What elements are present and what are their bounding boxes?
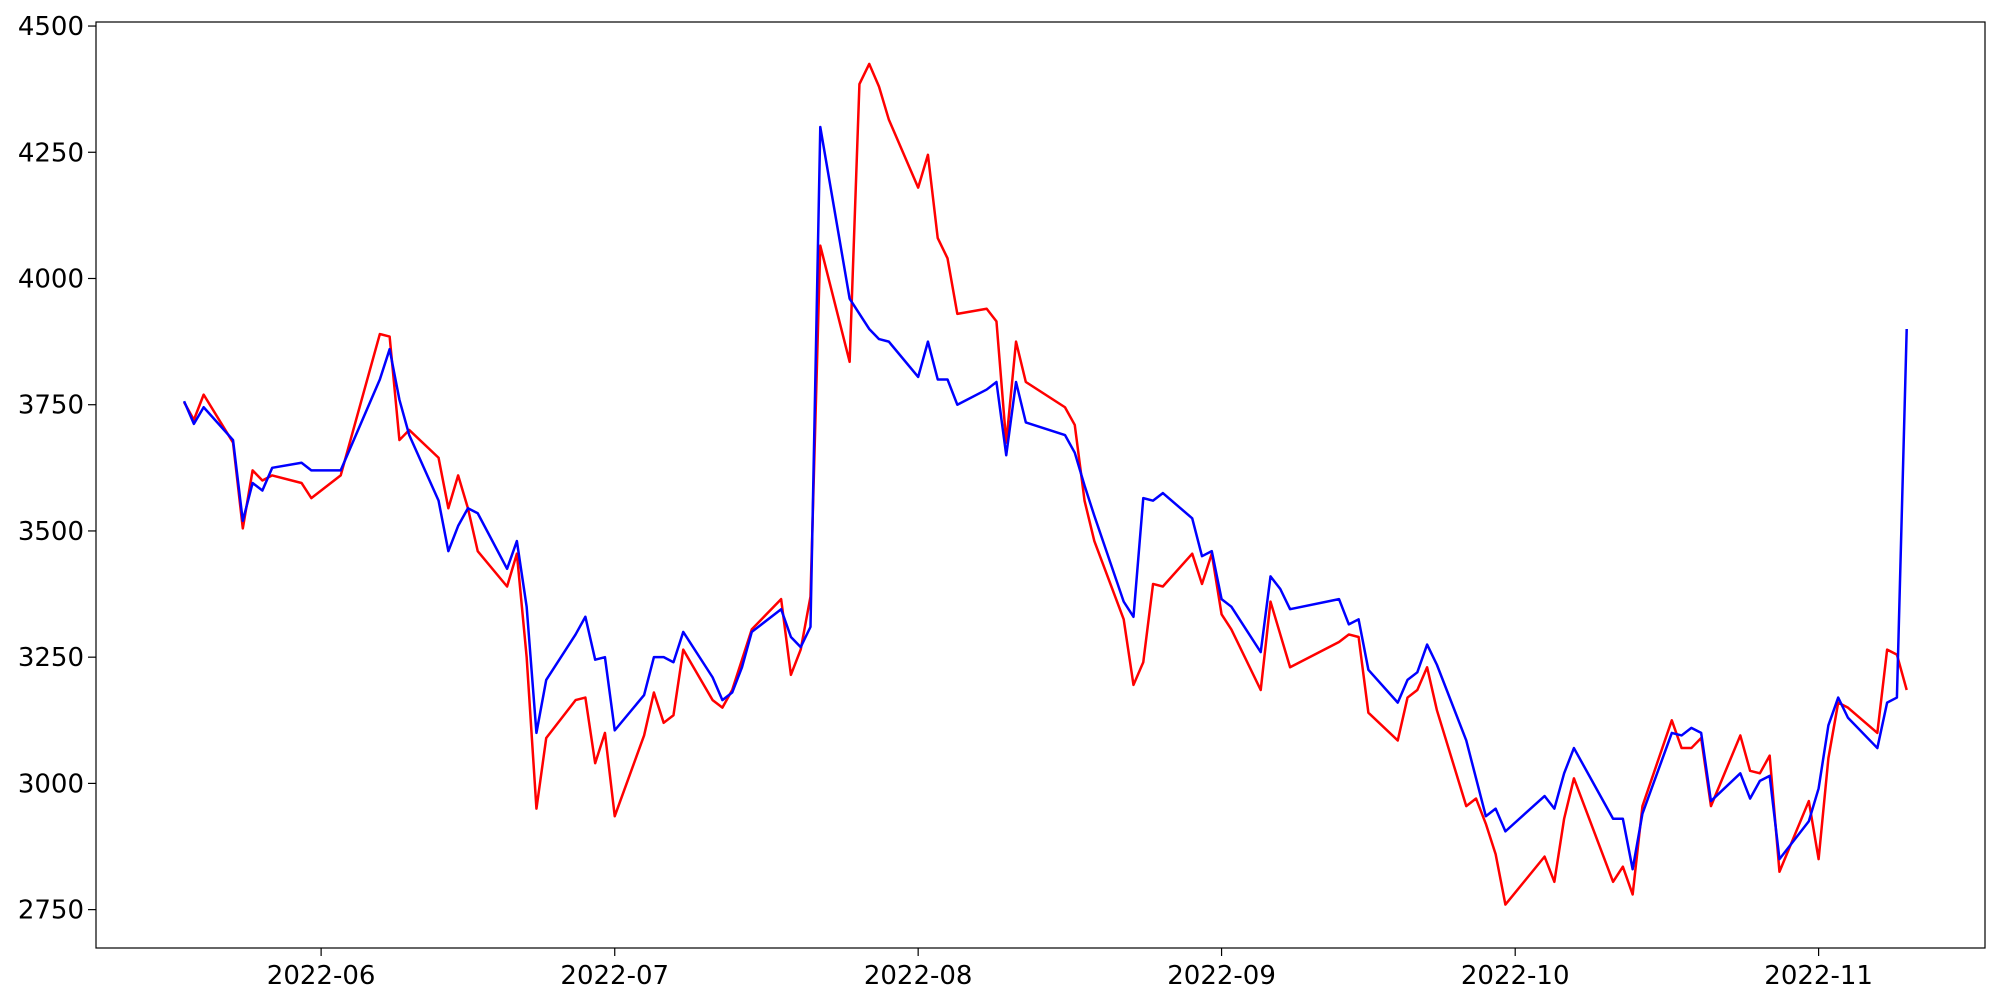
x-tick-label: 2022-08: [864, 961, 973, 991]
data-line: [182, 62, 1908, 906]
x-tick-label: 2022-10: [1461, 961, 1570, 991]
x-tick-label: 2022-06: [267, 961, 376, 991]
plot-frame: [95, 21, 1986, 949]
y-tick-label: 4500: [18, 12, 84, 42]
y-tick-label: 2750: [18, 896, 84, 926]
x-tick-label: 2022-07: [560, 961, 669, 991]
y-tick-label: 3500: [18, 517, 84, 547]
y-tick-label: 3750: [18, 391, 84, 421]
y-tick-label: 4000: [18, 264, 84, 294]
y-tick-label: 4250: [18, 138, 84, 168]
data-line: [182, 125, 1908, 871]
x-tick-label: 2022-09: [1167, 961, 1276, 991]
y-tick-label: 3250: [18, 643, 84, 673]
x-tick-label: 2022-11: [1764, 961, 1873, 991]
y-tick-label: 3000: [18, 769, 84, 799]
